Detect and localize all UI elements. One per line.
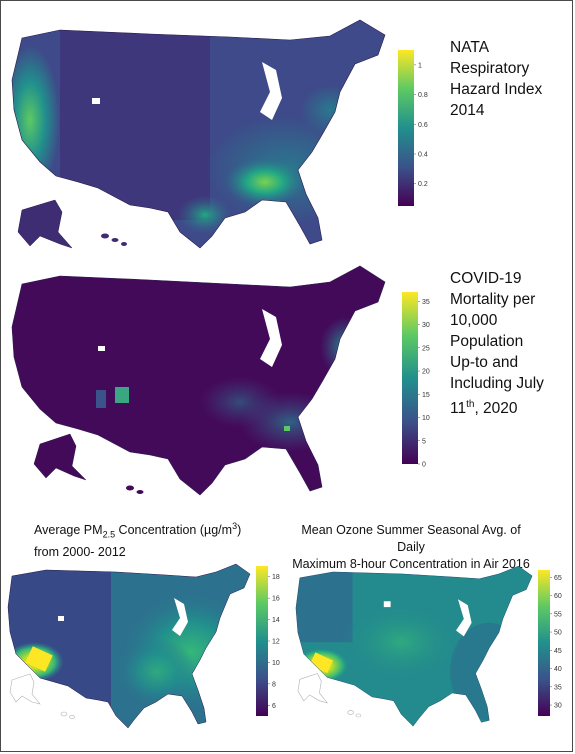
covid-colorbar-tick-label: 15 [422,392,430,399]
pm25-title-line: from 2000- 2012 [34,544,126,559]
covid-title-line: COVID-19 [450,270,522,287]
nata-colorbar-tick-label: 0.4 [418,152,428,159]
covid-map [11,265,386,496]
ozone-colorbar-tick-label: 50 [554,630,562,637]
pm25-title-line: Average PM2.5 Concentration (µg/m3) [34,518,274,544]
ozone-colorbar: 65 60 55 50 45 40 35 30 [538,570,562,716]
ozone-colorbar-tick-label: 35 [554,684,562,691]
nata-title-line: Respiratory [450,60,530,77]
pm25-title-sub: 2.5 [102,529,116,540]
pm25-title-mid: Concentration (µg/m [115,523,233,538]
ozone-colorbar-tick-label: 45 [554,648,562,655]
ozone-title-line: Maximum 8-hour Concentration in Air 2016 [292,557,530,571]
covid-colorbar-tick-label: 25 [422,345,430,352]
ozone-map [295,565,533,727]
covid-date-year: , 2020 [474,400,518,418]
ozone-colorbar-tick-label: 65 [554,575,562,582]
ozone-colorbar-tick-label: 30 [554,703,562,710]
nata-colorbar-tick-label: 0.6 [418,122,428,129]
nata-colorbar-tick-label: 1 [418,62,422,69]
pm25-map [7,563,251,729]
pm25-colorbar-tick-label: 16 [272,596,280,603]
covid-date-suffix: th [466,399,475,410]
ozone-colorbar-tick-label: 55 [554,611,562,618]
covid-colorbar-tick-label: 20 [422,369,430,376]
pm25-title-sup: 3 [232,521,238,531]
pm25-title: Average PM2.5 Concentration (µg/m3) from… [34,518,274,561]
covid-colorbar-tick-label: 0 [422,462,426,469]
ozone-title-line: Mean Ozone Summer Seasonal Avg. of Daily [301,523,521,554]
pm25-colorbar: 18 16 14 12 10 8 6 [256,566,280,716]
pm25-colorbar-tick-label: 18 [272,574,280,581]
ozone-colorbar-tick-label: 60 [554,593,562,600]
nata-title-line: Hazard Index [450,81,543,98]
pm25-title-post: ) [237,523,242,538]
nata-title-line: NATA [450,39,490,56]
pm25-colorbar-tick-label: 8 [272,681,276,688]
covid-title-line: Mortality per [450,291,536,308]
pm25-colorbar-tick-label: 10 [272,660,280,667]
ozone-title: Mean Ozone Summer Seasonal Avg. of Daily… [286,522,536,573]
covid-title-line: Including July [450,375,544,392]
covid-colorbar: 35 30 25 20 15 10 5 0 [402,292,430,469]
pm25-colorbar-tick-label: 6 [272,703,276,710]
covid-title: COVID-19 Mortality per 10,000 Population… [450,268,572,419]
nata-colorbar: 1 0.8 0.6 0.4 0.2 [398,50,428,206]
nata-title-line: 2014 [450,102,485,119]
pm25-colorbar-tick-label: 12 [272,639,280,646]
nata-colorbar-tick-label: 0.2 [418,181,428,188]
covid-title-line: Up-to and [450,354,519,371]
nata-colorbar-tick-label: 0.8 [418,92,428,99]
pm25-title-pre: Average PM [34,523,103,538]
pm25-colorbar-tick-label: 14 [272,617,280,624]
covid-colorbar-tick-label: 30 [422,322,430,329]
covid-colorbar-tick-label: 5 [422,438,426,445]
covid-colorbar-tick-label: 35 [422,299,430,306]
ozone-colorbar-tick-label: 40 [554,666,562,673]
covid-colorbar-tick-label: 10 [422,415,430,422]
covid-title-line: 10,000 Population [450,312,524,350]
covid-title-line: 11th, 2020 [450,394,572,419]
nata-title: NATA Respiratory Hazard Index 2014 [450,37,570,121]
covid-date-day: 11 [450,400,467,418]
nata-map [11,19,386,249]
